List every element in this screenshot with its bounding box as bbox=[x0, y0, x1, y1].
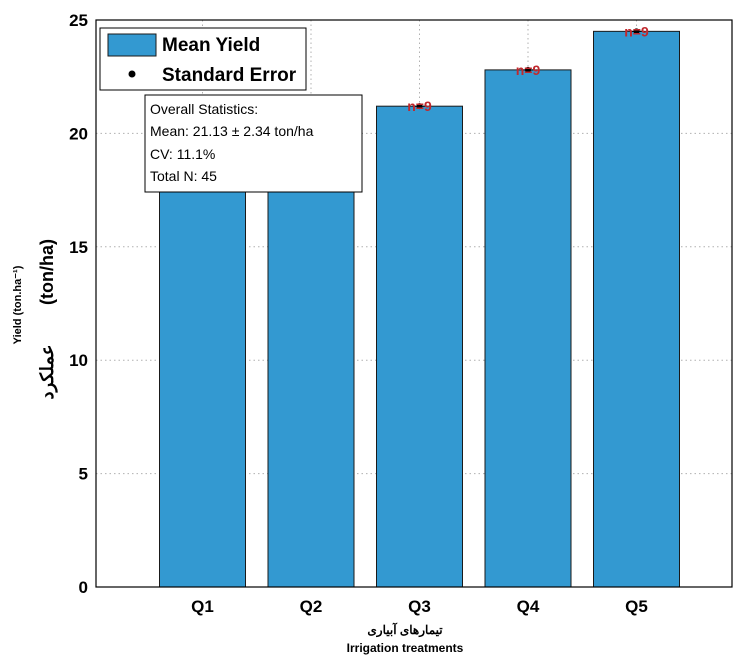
y-tick-label-0: 0 bbox=[79, 578, 88, 597]
x-axis-label-english: Irrigation treatments bbox=[347, 641, 464, 655]
y-tick-labels: 0 5 10 15 20 25 bbox=[69, 11, 88, 597]
x-tick-label-Q5: Q5 bbox=[625, 597, 648, 616]
n-label-Q3: n=9 bbox=[407, 98, 432, 114]
plot-frame bbox=[95, 19, 733, 588]
stats-box: Overall Statistics: Mean: 21.13 ± 2.34 t… bbox=[144, 94, 363, 193]
bar-Q3 bbox=[376, 105, 463, 588]
x-axis-label-persian: تیمارهای آبیاری bbox=[367, 621, 443, 638]
legend-label-standard-error: Standard Error bbox=[162, 65, 297, 86]
y-axis-label-unit: (ton/ha) bbox=[37, 239, 57, 305]
bars bbox=[159, 30, 680, 588]
y-tick-label-25: 25 bbox=[69, 11, 88, 30]
stats-box-frame bbox=[144, 94, 363, 193]
x-tick-label-Q2: Q2 bbox=[300, 597, 323, 616]
y-tick-label-20: 20 bbox=[69, 124, 88, 143]
x-tick-labels: Q1 Q2 Q3 Q4 Q5 bbox=[191, 597, 648, 616]
y-tick-label-5: 5 bbox=[79, 465, 88, 484]
stats-line-total-n: Total N: 45 bbox=[150, 168, 217, 184]
stats-line-title: Overall Statistics: bbox=[150, 101, 258, 117]
legend-marker-standard-error bbox=[128, 70, 136, 78]
bar-Q1 bbox=[159, 164, 246, 588]
bar-Q4 bbox=[484, 69, 572, 588]
legend-swatch-mean-yield bbox=[107, 33, 157, 57]
x-tick-label-Q3: Q3 bbox=[408, 597, 431, 616]
stats-line-cv: CV: 11.1% bbox=[150, 146, 215, 162]
n-label-Q4: n=9 bbox=[516, 62, 541, 78]
bar-Q5 bbox=[593, 30, 680, 588]
n-label-Q5: n=9 bbox=[624, 23, 649, 39]
legend: Mean Yield Standard Error bbox=[99, 27, 307, 91]
stats-line-mean: Mean: 21.13 ± 2.34 ton/ha bbox=[150, 123, 314, 139]
y-tick-label-15: 15 bbox=[69, 238, 88, 257]
x-tick-label-Q1: Q1 bbox=[191, 597, 214, 616]
legend-label-mean-yield: Mean Yield bbox=[162, 35, 260, 56]
bar-Q2 bbox=[267, 164, 355, 588]
y-axis-label-persian: عملکرد bbox=[37, 345, 58, 400]
x-tick-label-Q4: Q4 bbox=[517, 597, 540, 616]
y-axis-label-small: Yield (ton.ha⁻¹) bbox=[12, 265, 24, 344]
y-tick-label-10: 10 bbox=[69, 351, 88, 370]
